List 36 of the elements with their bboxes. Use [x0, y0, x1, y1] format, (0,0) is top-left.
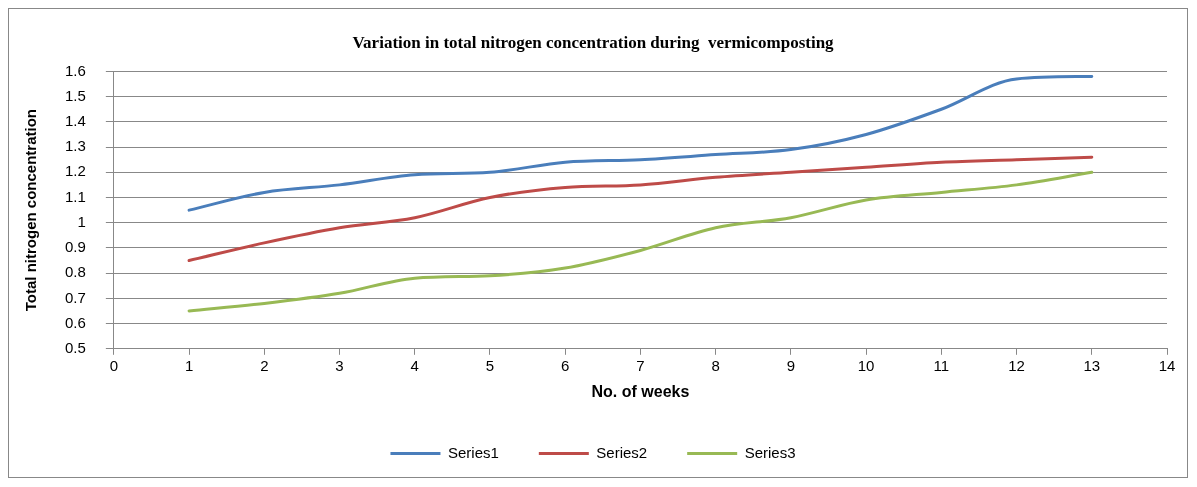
y-tick-label: 0.7 — [64, 288, 86, 306]
x-tick-label: 10 — [857, 356, 875, 374]
line-series — [187, 74, 1094, 212]
x-tick-label: 14 — [1158, 356, 1176, 374]
y-tick-label: 1.1 — [64, 187, 86, 205]
x-tick-label: 6 — [561, 356, 570, 374]
x-tick-label: 12 — [1008, 356, 1025, 374]
chart-title: Variation in total nitrogen concentration during vermicomposting — [352, 32, 835, 52]
y-tick-label: 1.6 — [64, 61, 86, 79]
line-series — [187, 155, 1094, 263]
y-tick-label: 1.4 — [64, 111, 86, 129]
y-tick-label: 1.2 — [64, 162, 86, 180]
y-axis-title: Total nitrogen concentration — [22, 108, 40, 312]
x-tick-label: 7 — [636, 356, 645, 374]
x-tick-label: 5 — [485, 356, 495, 374]
legend-label: Series2 — [596, 443, 648, 461]
line-series — [187, 170, 1094, 313]
x-tick-label: 1 — [184, 356, 194, 374]
x-tick-label: 8 — [711, 356, 720, 374]
x-tick-label: 9 — [786, 356, 796, 374]
legend-label: Series1 — [447, 443, 499, 461]
y-tick-label: 1.5 — [64, 86, 86, 104]
x-tick-label: 2 — [260, 356, 269, 374]
x-tick-label: 0 — [109, 356, 119, 374]
y-tick-label: 0.5 — [64, 338, 86, 356]
y-tick-label: 0.6 — [64, 313, 86, 331]
x-tick-label: 4 — [410, 356, 419, 374]
y-tick-label: 0.9 — [64, 238, 86, 256]
x-tick-label: 13 — [1083, 356, 1101, 374]
y-tick-label: 0.8 — [64, 263, 86, 281]
y-tick-label: 1 — [77, 212, 86, 230]
x-axis-title: No. of weeks — [591, 382, 690, 400]
legend-label: Series3 — [744, 443, 796, 461]
x-tick-label: 3 — [335, 356, 344, 374]
y-tick-label: 1.3 — [64, 137, 86, 155]
x-tick-label: 11 — [933, 356, 950, 374]
